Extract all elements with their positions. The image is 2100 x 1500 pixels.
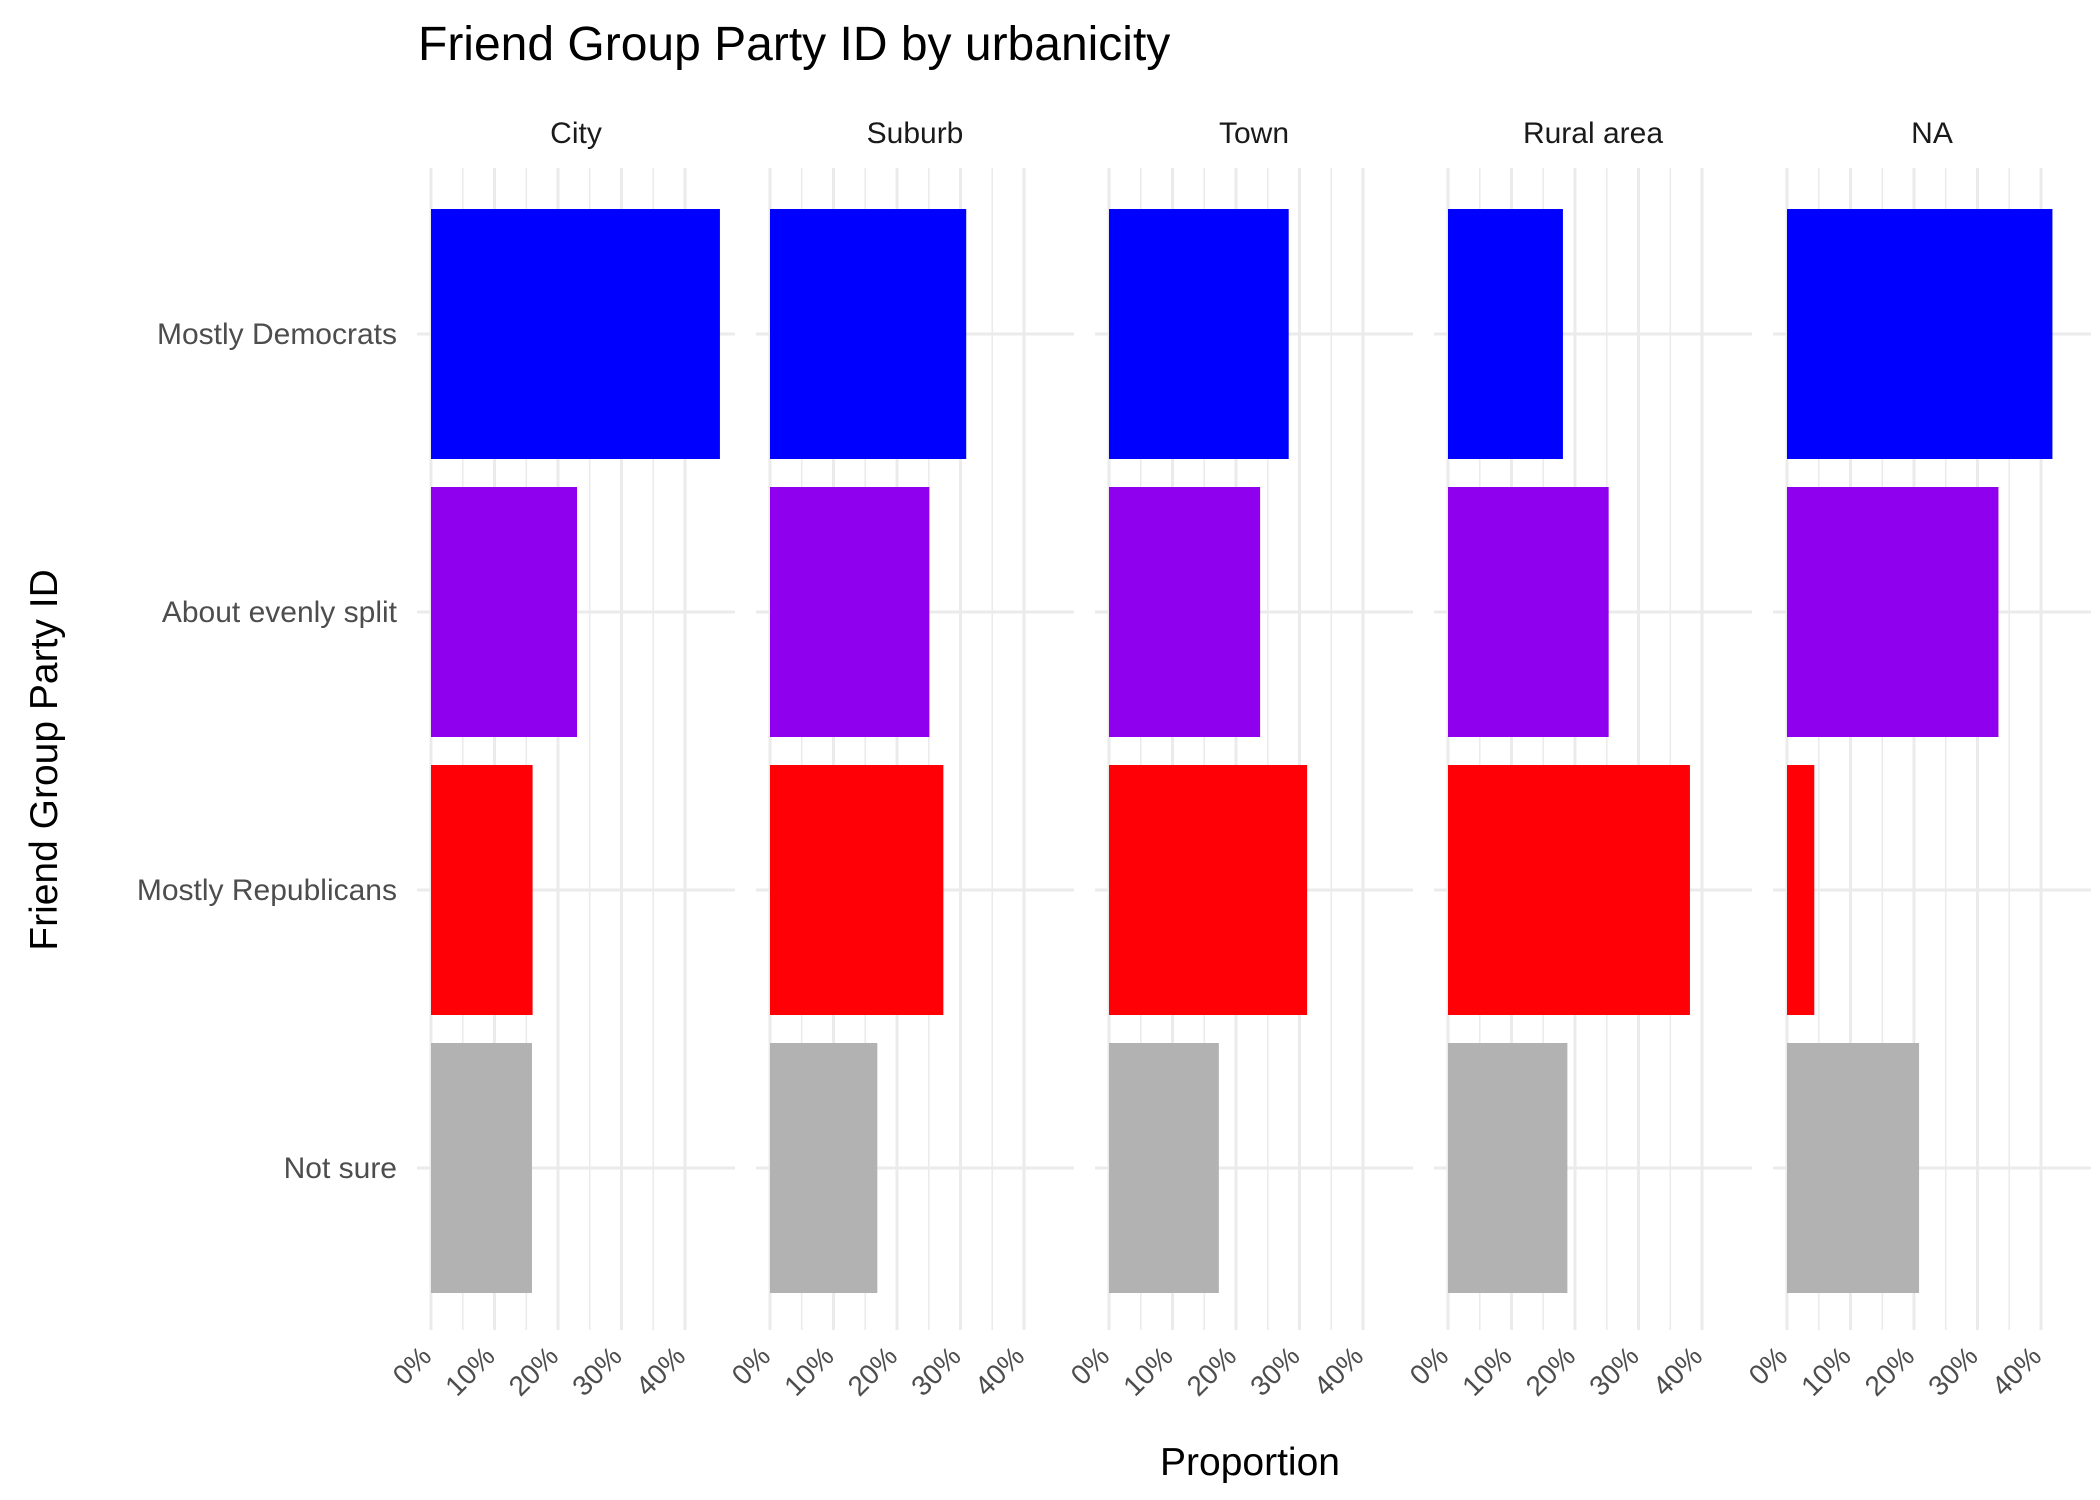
- bar-city-about-evenly-split: [431, 487, 578, 737]
- bar-rural-area-not-sure: [1448, 1043, 1568, 1293]
- x-tick-label: 0%: [1065, 1340, 1116, 1391]
- bar-rural-area-mostly-democrats: [1448, 209, 1563, 459]
- bar-suburb-mostly-republicans: [770, 765, 944, 1015]
- bar-suburb-about-evenly-split: [770, 487, 930, 737]
- x-tick-label: 10%: [439, 1340, 501, 1402]
- bar-suburb-not-sure: [770, 1043, 878, 1293]
- facet-label-na: NA: [1911, 117, 1953, 150]
- bar-na-mostly-republicans: [1787, 765, 1815, 1015]
- x-tick-label: 40%: [1308, 1340, 1370, 1402]
- x-tick-label: 40%: [1647, 1340, 1709, 1402]
- facet-panel-na: NA 0% 10% 20% 30% 40%: [1743, 117, 2091, 1402]
- bar-rural-area-mostly-republicans: [1448, 765, 1690, 1015]
- x-tick-label: 30%: [1244, 1340, 1306, 1402]
- y-axis-title: Friend Group Party ID: [23, 569, 66, 950]
- bar-suburb-mostly-democrats: [770, 209, 967, 459]
- x-tick-label: 20%: [1859, 1340, 1921, 1402]
- bar-na-mostly-democrats: [1787, 209, 2053, 459]
- bar-city-mostly-democrats: [431, 209, 720, 459]
- x-tick-label: 0%: [726, 1340, 777, 1391]
- facet-panel-city: City 0% 10% 20% 30% 40%: [387, 117, 735, 1402]
- x-tick-label: 30%: [1583, 1340, 1645, 1402]
- bar-town-not-sure: [1109, 1043, 1219, 1293]
- x-tick-label: 30%: [566, 1340, 628, 1402]
- bar-city-mostly-republicans: [431, 765, 533, 1015]
- facet-label-city: City: [550, 117, 602, 150]
- x-tick-label: 20%: [842, 1340, 904, 1402]
- bar-town-mostly-democrats: [1109, 209, 1289, 459]
- x-tick-label: 10%: [1117, 1340, 1179, 1402]
- x-tick-label: 10%: [1456, 1340, 1518, 1402]
- x-tick-label: 20%: [1181, 1340, 1243, 1402]
- x-tick-label: 40%: [630, 1340, 692, 1402]
- y-tick-label-about-evenly-split: About evenly split: [162, 596, 398, 629]
- y-tick-label-not-sure: Not sure: [284, 1152, 397, 1185]
- x-tick-label: 10%: [778, 1340, 840, 1402]
- x-tick-label: 0%: [1743, 1340, 1794, 1391]
- facet-label-town: Town: [1219, 117, 1289, 150]
- bar-town-about-evenly-split: [1109, 487, 1261, 737]
- facet-label-rural-area: Rural area: [1523, 117, 1663, 150]
- x-axis-title: Proportion: [1160, 1441, 1340, 1484]
- y-tick-label-mostly-democrats: Mostly Democrats: [157, 318, 397, 351]
- bar-rural-area-about-evenly-split: [1448, 487, 1609, 737]
- facet-panel-town: Town 0% 10% 20% 30% 40%: [1065, 117, 1413, 1402]
- x-tick-label: 30%: [1922, 1340, 1984, 1402]
- x-tick-label: 40%: [1986, 1340, 2048, 1402]
- x-tick-label: 0%: [1404, 1340, 1455, 1391]
- bar-na-about-evenly-split: [1787, 487, 1999, 737]
- facet-label-suburb: Suburb: [867, 117, 964, 150]
- bar-town-mostly-republicans: [1109, 765, 1308, 1015]
- bar-na-not-sure: [1787, 1043, 1920, 1293]
- x-tick-label: 30%: [905, 1340, 967, 1402]
- x-tick-label: 20%: [503, 1340, 565, 1402]
- x-tick-label: 40%: [969, 1340, 1031, 1402]
- chart-title: Friend Group Party ID by urbanicity: [418, 18, 1170, 71]
- bar-city-not-sure: [431, 1043, 532, 1293]
- y-tick-label-mostly-republicans: Mostly Republicans: [137, 874, 397, 907]
- x-tick-label: 0%: [387, 1340, 438, 1391]
- facet-panel-suburb: Suburb 0% 10% 20% 30% 40%: [726, 117, 1074, 1402]
- x-tick-label: 10%: [1795, 1340, 1857, 1402]
- x-tick-label: 20%: [1520, 1340, 1582, 1402]
- facet-panel-rural-area: Rural area 0% 10% 20% 30% 40%: [1404, 117, 1752, 1402]
